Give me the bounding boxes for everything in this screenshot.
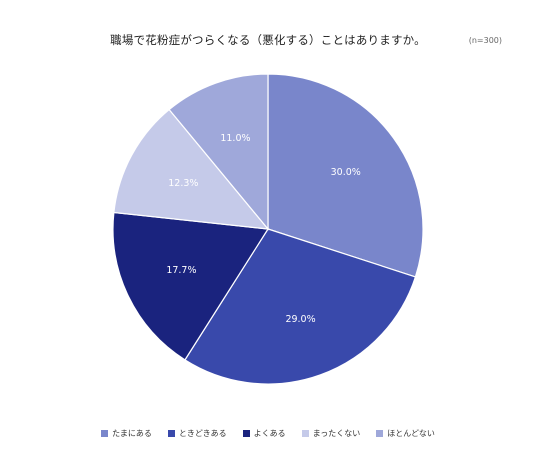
legend-swatch: [242, 430, 250, 437]
slice-value-label: 29.0%: [285, 314, 315, 325]
legend-swatch: [167, 430, 175, 437]
legend-item: たまにある: [101, 428, 152, 439]
legend-item: まったくない: [301, 428, 361, 439]
pie-slice-2: [184, 228, 417, 385]
legend-item: ほとんどない: [376, 428, 435, 439]
slice-value-label: 12.3%: [168, 178, 198, 189]
slice-value-label: 11.0%: [220, 133, 250, 144]
legend-label: まったくない: [312, 429, 361, 438]
legend-label: ときどきある: [178, 429, 227, 438]
legend-swatch: [376, 430, 384, 437]
pie-slice-5: [168, 73, 269, 231]
chart-title: 職場で花粉症がつらくなる（悪化する）ことはありますか。: [110, 33, 426, 47]
legend: たまにある ときどきある よくある まったくない ほとんどない: [0, 428, 536, 439]
legend-label: よくある: [253, 429, 286, 438]
legend-swatch: [101, 430, 109, 437]
legend-item: よくある: [242, 428, 286, 439]
legend-item: ときどきある: [167, 428, 227, 439]
pie-slice-4: [113, 108, 270, 230]
pie-slice-3: [112, 211, 270, 361]
slice-value-label: 30.0%: [331, 167, 361, 178]
slice-value-label: 17.7%: [166, 265, 196, 276]
legend-label: たまにある: [112, 429, 152, 438]
sample-size-note: (n=300): [468, 36, 502, 45]
legend-label: ほとんどない: [387, 429, 435, 438]
pie-slice-1: [267, 73, 424, 278]
legend-swatch: [301, 430, 309, 437]
